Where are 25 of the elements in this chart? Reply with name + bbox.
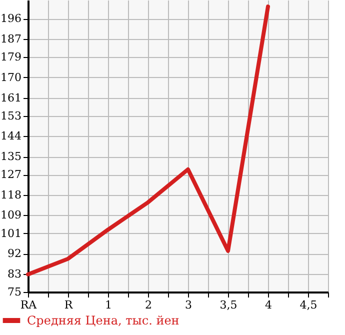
y-tick-label: 83 bbox=[8, 267, 22, 280]
y-tick-label: 118 bbox=[0, 188, 22, 202]
x-tick-label: 3,5 bbox=[220, 298, 238, 312]
y-tick-label: 179 bbox=[0, 50, 22, 64]
x-tick-label: 1 bbox=[105, 298, 112, 312]
y-tick-label: 101 bbox=[0, 226, 22, 240]
x-tick-label: 2 bbox=[145, 298, 152, 312]
line-series bbox=[26, 4, 270, 276]
x-tick-label: 4 bbox=[265, 298, 272, 312]
x-tick-label: 3 bbox=[185, 298, 192, 312]
y-tick-label: 153 bbox=[0, 109, 22, 122]
y-tick-label: 170 bbox=[0, 70, 22, 84]
legend-label: Средняя Цена, тыс. йен bbox=[27, 314, 180, 328]
y-tick-label: 109 bbox=[0, 208, 22, 222]
x-tick-label: R bbox=[64, 298, 74, 312]
y-tick-label: 92 bbox=[8, 247, 22, 260]
y-tick-label: 161 bbox=[0, 91, 22, 104]
y-tick-label: 144 bbox=[0, 130, 22, 143]
y-tick-label: 127 bbox=[0, 168, 22, 182]
x-tick-label: RA bbox=[20, 298, 38, 312]
x-tick-label: 4,5 bbox=[300, 298, 318, 312]
y-tick-label: 135 bbox=[0, 150, 22, 163]
y-tick-label: 196 bbox=[0, 12, 22, 26]
y-tick-label: 187 bbox=[0, 32, 22, 46]
y-tick-label: 75 bbox=[8, 286, 22, 298]
